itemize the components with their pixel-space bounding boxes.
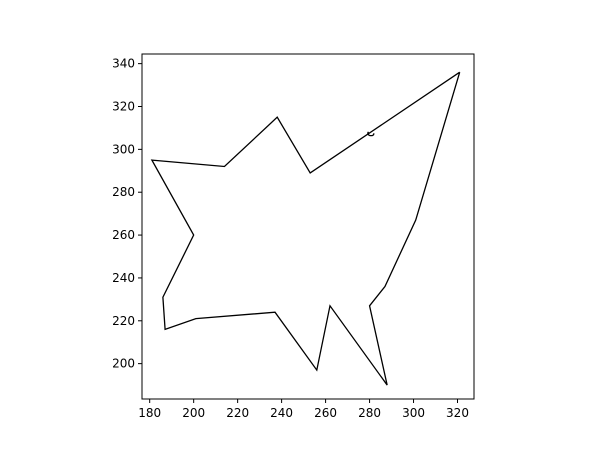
y-tick-label: 260 [112, 228, 135, 242]
plot-area-frame [141, 53, 475, 400]
series-layer [150, 71, 461, 386]
y-tick-label: 280 [112, 185, 135, 199]
ticks-layer: 180 200 220 240 260 280 300 320 200 220 240 260 280 3… [112, 57, 469, 420]
y-tick-label: 340 [112, 57, 135, 71]
x-tick-label: 280 [358, 406, 381, 420]
x-tick-label: 320 [446, 406, 469, 420]
x-tick-label: 180 [138, 406, 161, 420]
series-line-0 [150, 71, 461, 386]
y-tick-label: 220 [112, 314, 135, 328]
x-tick-label: 220 [226, 406, 249, 420]
y-tick-label: 240 [112, 271, 135, 285]
x-tick-label: 260 [314, 406, 337, 420]
x-tick-label: 300 [402, 406, 425, 420]
y-tick-label: 320 [112, 100, 135, 114]
series-line-1 [367, 131, 375, 137]
y-tick-label: 200 [112, 357, 135, 371]
y-tick-label: 300 [112, 142, 135, 156]
x-tick-label: 200 [182, 406, 205, 420]
x-tick-label: 240 [270, 406, 293, 420]
